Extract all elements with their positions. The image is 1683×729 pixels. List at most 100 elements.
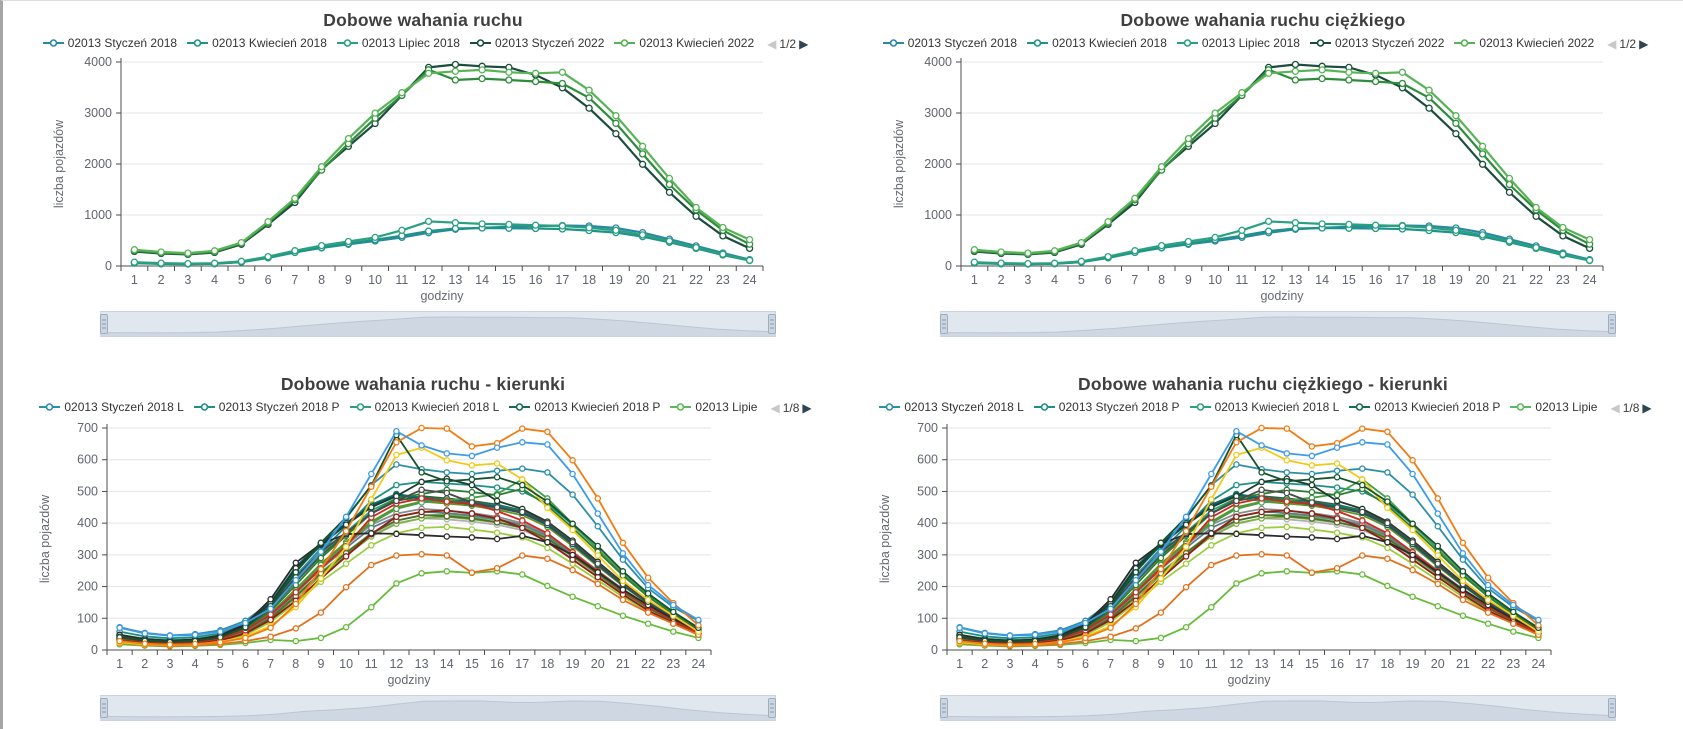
series-line[interactable] [970, 217, 1593, 268]
legend-prev-icon[interactable]: ◀ [1610, 401, 1620, 415]
legend-next-icon[interactable]: ▶ [1642, 401, 1652, 415]
datazoom-selected-range[interactable] [940, 311, 1616, 337]
datazoom-handle-right[interactable] [768, 698, 776, 718]
series-line[interactable] [955, 427, 1542, 639]
datazoom-handle-right[interactable] [768, 314, 776, 334]
legend-item-label: 02013 Kwiecień 2018 L [1214, 400, 1340, 414]
svg-text:19: 19 [565, 657, 579, 671]
svg-text:200: 200 [917, 580, 938, 594]
datazoom-selected-range[interactable] [100, 695, 776, 721]
svg-text:3: 3 [1024, 273, 1031, 287]
series-line[interactable] [955, 485, 1542, 646]
series-line[interactable] [955, 550, 1542, 650]
legend-pager: ◀ 1/2 ▶ [1607, 37, 1648, 51]
legend-item[interactable]: 02013 Kwiecień 2018 P [509, 400, 660, 414]
legend-marker-icon [1349, 403, 1371, 411]
legend-item[interactable]: 02013 Styczeń 2018 [882, 36, 1017, 50]
legend-item[interactable]: 02013 Lipie [1510, 400, 1597, 414]
series-line[interactable] [130, 66, 753, 258]
svg-text:1: 1 [970, 273, 977, 287]
legend-item-label: 02013 Styczeń 2022 [494, 36, 605, 50]
svg-text:4000: 4000 [84, 55, 112, 69]
series-line[interactable] [955, 492, 1542, 646]
legend-prev-icon[interactable]: ◀ [770, 401, 780, 415]
svg-text:22: 22 [1529, 273, 1543, 287]
series-line[interactable] [130, 60, 753, 259]
y-axis-title: liczba pojazdów [38, 494, 52, 583]
svg-text:12: 12 [1261, 273, 1275, 287]
svg-text:13: 13 [1288, 273, 1302, 287]
series-line[interactable] [970, 60, 1593, 259]
datazoom-handle-right[interactable] [1608, 698, 1616, 718]
legend-item[interactable]: 02013 Lipie [670, 400, 757, 414]
svg-text:12: 12 [1229, 657, 1243, 671]
legend-page-indicator: 1/8 [1622, 401, 1640, 415]
svg-text:300: 300 [77, 548, 98, 562]
legend-items: 02013 Styczeń 2018 02013 Kwiecień 2018 020… [878, 35, 1599, 53]
svg-text:11: 11 [395, 273, 408, 287]
legend-prev-icon[interactable]: ◀ [767, 37, 777, 51]
legend-item[interactable]: 02013 Styczeń 2018 P [1033, 400, 1180, 414]
legend-item[interactable]: 02013 Styczeń 2018 L [879, 400, 1024, 414]
legend-item[interactable]: 02013 Kwiecień 2018 [1027, 36, 1167, 50]
legend-item[interactable]: 02013 Kwiecień 2018 P [1349, 400, 1500, 414]
legend-item[interactable]: 02013 Styczeń 2018 L [39, 400, 184, 414]
series-line[interactable] [115, 485, 702, 646]
legend-item[interactable]: 02013 Kwiecień 2018 L [349, 400, 499, 414]
series-line[interactable] [955, 424, 1542, 648]
legend-item[interactable]: 02013 Styczeń 2018 P [193, 400, 340, 414]
legend-item[interactable]: 02013 Styczeń 2022 [469, 36, 605, 50]
datazoom-handle-left[interactable] [940, 314, 948, 334]
series-line[interactable] [970, 66, 1593, 258]
legend-next-icon[interactable]: ▶ [1639, 37, 1649, 51]
svg-text:3000: 3000 [924, 106, 952, 120]
legend-next-icon[interactable]: ▶ [799, 37, 809, 51]
datazoom-handle-right[interactable] [1608, 314, 1616, 334]
svg-text:16: 16 [1330, 657, 1344, 671]
legend-prev-icon[interactable]: ◀ [1607, 37, 1617, 51]
legend-item[interactable]: 02013 Lipiec 2018 [1176, 36, 1300, 50]
series-line[interactable] [115, 424, 702, 648]
legend-item[interactable]: 02013 Kwiecień 2018 L [1189, 400, 1340, 414]
svg-text:0: 0 [91, 643, 98, 657]
series-line[interactable] [115, 492, 702, 646]
svg-text:4: 4 [1051, 273, 1058, 287]
datazoom-selected-range[interactable] [100, 311, 776, 337]
legend-item[interactable]: 02013 Styczeń 2018 [42, 36, 177, 50]
x-axis-title: godziny [387, 673, 431, 687]
datazoom-slider[interactable] [99, 695, 777, 726]
datazoom-selected-range[interactable] [940, 695, 1616, 721]
svg-text:9: 9 [344, 273, 351, 287]
legend-item[interactable]: 02013 Styczeń 2022 [1309, 36, 1444, 50]
datazoom-handle-left[interactable] [940, 698, 948, 718]
datazoom-slider[interactable] [939, 695, 1617, 726]
series-line[interactable] [970, 66, 1593, 257]
series-line[interactable] [130, 66, 753, 257]
datazoom-handle-left[interactable] [100, 698, 108, 718]
datazoom-handle-left[interactable] [100, 314, 108, 334]
datazoom-slider[interactable] [939, 311, 1617, 342]
svg-text:4000: 4000 [924, 55, 952, 69]
series-line[interactable] [130, 217, 753, 268]
svg-text:16: 16 [528, 273, 542, 287]
legend-item[interactable]: 02013 Kwiecień 2022 [614, 36, 754, 50]
series-lines [115, 424, 702, 650]
datazoom-slider[interactable] [99, 311, 777, 342]
legend-item[interactable]: 02013 Lipiec 2018 [336, 36, 460, 50]
legend-item-label: 02013 Lipie [1535, 400, 1598, 414]
series-line[interactable] [115, 427, 702, 639]
legend-item[interactable]: 02013 Kwiecień 2022 [1454, 36, 1594, 50]
svg-text:17: 17 [515, 657, 529, 671]
svg-text:1: 1 [956, 657, 963, 671]
legend-item[interactable]: 02013 Kwiecień 2018 [187, 36, 327, 50]
legend-next-icon[interactable]: ▶ [802, 401, 812, 415]
svg-text:1: 1 [116, 657, 123, 671]
legend-item-label: 02013 Styczeń 2018 L [904, 400, 1024, 414]
svg-text:14: 14 [1279, 657, 1293, 671]
svg-text:8: 8 [292, 657, 299, 671]
